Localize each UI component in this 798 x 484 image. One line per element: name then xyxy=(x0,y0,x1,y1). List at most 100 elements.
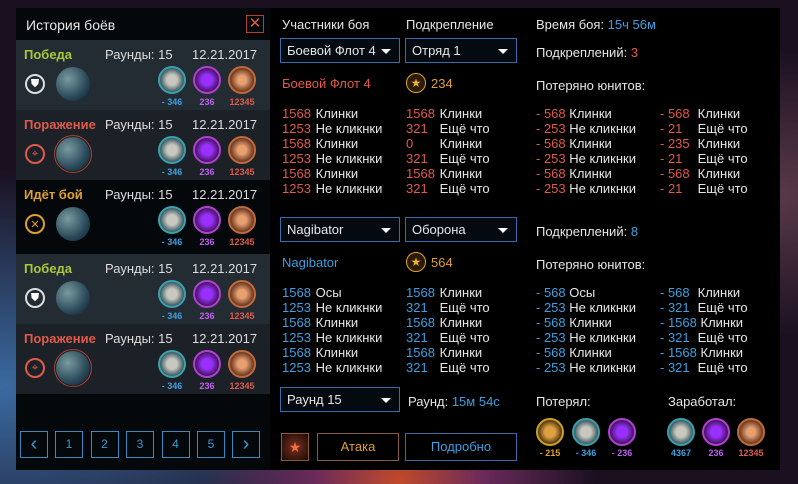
unit-name: Не кликнки xyxy=(315,151,383,166)
history-row[interactable]: Идёт бой Раунды: 15 12.21.2017 ✕ - 346 23… xyxy=(16,180,270,250)
crystal-resource-icon xyxy=(193,206,221,234)
shield-icon: ⛊ xyxy=(25,74,45,94)
earned-resource-value: 236 xyxy=(708,448,724,458)
rating-value: 234 xyxy=(431,75,453,91)
history-row[interactable]: Победа Раунды: 15 12.21.2017 ⛊ - 346 236 1… xyxy=(16,40,270,110)
unit-name: Ещё что xyxy=(697,181,748,196)
unit-count: - 253 xyxy=(536,360,566,375)
unit-row: 1253 Не кликнки xyxy=(282,360,382,375)
battle-date: 12.21.2017 xyxy=(192,187,258,202)
unit-row: - 321 Ещё что xyxy=(660,330,748,345)
unit-row: - 1568 Клинки xyxy=(660,315,743,330)
reinforcements-label: Подкреплений: xyxy=(536,45,628,60)
fleet-select[interactable]: Боевой Флот 4 xyxy=(280,38,400,63)
unit-row: 1253 Не кликнки xyxy=(282,121,382,136)
unit-row: - 253 Не кликнки xyxy=(536,151,636,166)
unit-row: 0 Клинки xyxy=(406,136,482,151)
battle-time: Время боя: 15ч 56м xyxy=(536,17,656,32)
unit-count: 1253 xyxy=(282,300,311,315)
unit-count: 1253 xyxy=(282,360,311,375)
history-row[interactable]: Поражение Раунды: 15 12.21.2017 ⌖ - 346 2… xyxy=(16,324,270,394)
unit-name: Ещё что xyxy=(439,300,490,315)
unit-row: 321 Ещё что xyxy=(406,330,490,345)
star-icon: ★ xyxy=(406,73,426,93)
unit-name: Клинки xyxy=(439,285,483,300)
page-button[interactable]: 4 xyxy=(161,431,190,458)
unit-count: - 568 xyxy=(536,106,566,121)
resource-value: 12345 xyxy=(229,237,255,247)
favorite-star-button[interactable]: ★ xyxy=(281,433,309,461)
page-button[interactable]: 3 xyxy=(126,431,154,458)
unit-count: - 568 xyxy=(536,166,566,181)
lost-units-label: Потеряно юнитов: xyxy=(536,257,646,272)
next-page-button[interactable]: › xyxy=(232,431,260,458)
unit-count: 1568 xyxy=(282,315,311,330)
fleet-name: Nagibator xyxy=(282,255,339,270)
unit-row: 1568 Клинки xyxy=(282,106,358,121)
planet-icon xyxy=(56,281,90,315)
page-button[interactable]: 1 xyxy=(55,431,83,458)
steel-resource-icon xyxy=(158,280,186,308)
close-icon[interactable]: ✕ xyxy=(246,15,264,33)
earned-resource-value: 12345 xyxy=(738,448,764,458)
attack-button[interactable]: Атака xyxy=(317,433,399,461)
reinforcement-select[interactable]: Оборона xyxy=(405,217,517,242)
fleet-select-value: Боевой Флот 4 xyxy=(287,43,376,58)
lost-resource-value: - 215 xyxy=(539,448,561,458)
battle-rounds: Раунды: 15 xyxy=(105,187,173,202)
unit-count: - 253 xyxy=(536,300,566,315)
unit-count: 321 xyxy=(406,121,428,136)
ore-resource-icon xyxy=(228,136,256,164)
unit-row: - 253 Не кликнки xyxy=(536,181,636,196)
battle-status: Идёт бой xyxy=(24,187,83,202)
earned-resource-value: 4367 xyxy=(670,448,692,458)
crystal-resource-icon xyxy=(193,136,221,164)
history-row[interactable]: Победа Раунды: 15 12.21.2017 ⛊ - 346 236 1… xyxy=(16,254,270,324)
battle-status: Поражение xyxy=(24,117,96,132)
reinforcement-select-value: Отряд 1 xyxy=(412,43,461,58)
unit-name: Клинки xyxy=(315,315,359,330)
unit-name: Не кликнки xyxy=(315,121,383,136)
unit-name: Клинки xyxy=(697,136,741,151)
unit-row: 1568 Клинки xyxy=(406,315,482,330)
history-title: История боёв xyxy=(26,17,116,33)
unit-count: 1568 xyxy=(406,166,435,181)
prev-page-button[interactable]: ‹ xyxy=(20,431,48,458)
unit-count: 0 xyxy=(406,136,414,151)
battle-status: Победа xyxy=(24,261,73,276)
unit-row: 1568 Клинки xyxy=(406,166,482,181)
unit-name: Ещё что xyxy=(697,300,748,315)
battle-rounds: Раунды: 15 xyxy=(105,331,173,346)
reinforcement-select[interactable]: Отряд 1 xyxy=(405,38,517,63)
round-select[interactable]: Раунд 15 xyxy=(280,387,400,412)
rating: ★ 234 xyxy=(406,73,453,93)
unit-count: 1568 xyxy=(282,106,311,121)
battle-history-panel: История боёв ✕ Победа Раунды: 15 12.21.2… xyxy=(16,8,270,470)
unit-count: - 568 xyxy=(536,136,566,151)
unit-name: Ещё что xyxy=(439,121,490,136)
planet-icon xyxy=(54,349,92,387)
reinforcements-value: 3 xyxy=(630,45,639,60)
unit-row: - 21 Ещё что xyxy=(660,181,748,196)
unit-count: - 568 xyxy=(536,315,566,330)
resource-value: 12345 xyxy=(229,381,255,391)
resource-value: 236 xyxy=(199,97,215,107)
unit-name: Осы xyxy=(315,285,342,300)
chevron-down-icon xyxy=(498,49,508,54)
unit-row: - 568 Клинки xyxy=(660,166,740,181)
fleet-select[interactable]: Nagibator xyxy=(280,217,400,242)
unit-row: - 321 Ещё что xyxy=(660,300,748,315)
round-time-label: Раунд: xyxy=(408,394,449,409)
page-button[interactable]: 5 xyxy=(197,431,225,458)
unit-row: 1568 Клинки xyxy=(282,136,358,151)
unit-row: - 21 Ещё что xyxy=(660,151,748,166)
page-button[interactable]: 2 xyxy=(90,431,119,458)
history-row[interactable]: Поражение Раунды: 15 12.21.2017 ⌖ - 346 2… xyxy=(16,110,270,180)
details-button[interactable]: Подробно xyxy=(405,433,517,461)
unit-name: Не кликнки xyxy=(569,151,636,166)
steel-resource-icon xyxy=(572,418,600,446)
unit-name: Клинки xyxy=(439,345,483,360)
unit-count: - 253 xyxy=(536,151,566,166)
unit-name: Не кликнки xyxy=(569,300,636,315)
chevron-down-icon xyxy=(381,49,391,54)
